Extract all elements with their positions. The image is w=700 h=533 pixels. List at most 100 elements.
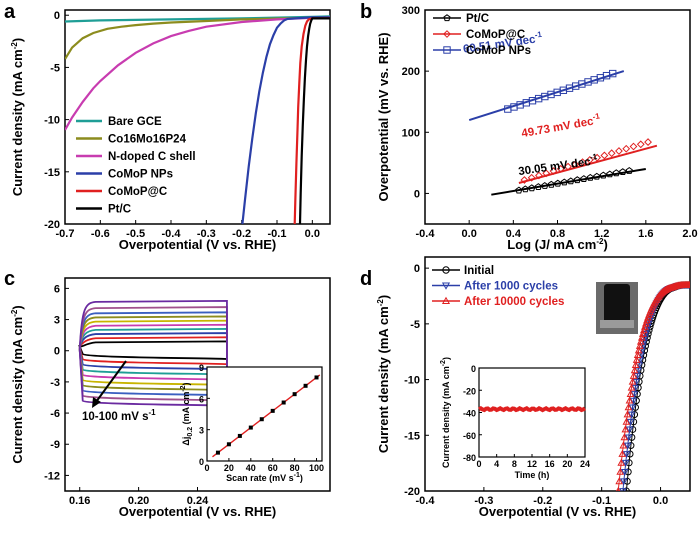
y-tick-label: 6 [54, 283, 60, 295]
inset-x-label: Scan rate (mV s-1) [226, 472, 303, 483]
y-axis-label-end: ) [10, 38, 25, 42]
series-line-1 [65, 16, 330, 60]
lsv-point-1 [627, 411, 636, 419]
y-axis-label-end: ) [376, 295, 391, 299]
tafel-point-1 [607, 149, 616, 158]
lsv-point-2 [617, 458, 626, 466]
x-tick-label: 100 [309, 463, 324, 473]
plot-frame [424, 9, 691, 225]
plot-frame [424, 256, 691, 492]
lsv-point-2 [630, 366, 639, 374]
x-tick-label: 0.16 [69, 495, 90, 507]
tafel-point-0 [567, 177, 575, 185]
y-tick-label: -9 [50, 439, 60, 451]
y-axis-label-end: ) [10, 305, 25, 309]
x-tick-label: -0.4 [416, 495, 436, 507]
inset-x-label: Time (h) [515, 470, 550, 480]
slope-annotation-1: 49.73 mV dec-1 [520, 111, 602, 140]
x-tick-label: 0.0 [462, 228, 477, 240]
lsv-point-1 [622, 451, 631, 459]
legend-entry-2: N-doped C shell [108, 151, 196, 163]
y-tick-label: 0 [414, 263, 420, 275]
y-axis-label: Current density (mA cm-2) [376, 295, 391, 453]
series-line-4 [293, 17, 330, 224]
lsv-point-1 [620, 468, 629, 476]
y-tick-label: 6 [199, 394, 204, 404]
series-line-5 [298, 17, 330, 224]
x-tick-label: 40 [246, 463, 256, 473]
lsv-point-2 [633, 351, 642, 358]
x-tick-label: -0.3 [474, 495, 493, 507]
inset-y-label-end: ) [441, 357, 451, 360]
x-tick-label: 24 [580, 459, 590, 469]
tafel-point-1 [593, 153, 602, 162]
y-tick-label: 9 [199, 363, 204, 373]
y-tick-label: -6 [50, 408, 60, 420]
y-tick-label: -5 [410, 319, 420, 331]
legend-entry-0: Pt/C [466, 13, 489, 25]
x-tick-label: 20 [562, 459, 572, 469]
tafel-point-0 [515, 186, 523, 194]
y-tick-label: 300 [402, 5, 420, 17]
y-tick-label: 0 [54, 10, 60, 22]
x-tick-label: -0.7 [56, 228, 75, 240]
tafel-point-2 [609, 69, 617, 78]
x-tick-label: 0 [204, 463, 209, 473]
inset-point [314, 375, 319, 380]
tafel-point-1 [542, 169, 551, 178]
y-tick-label: 200 [402, 66, 420, 78]
inset-stability-line [478, 406, 587, 413]
lsv-point-2 [620, 433, 629, 441]
inset-y-label-end: ) [181, 382, 191, 385]
y-axis-label-text: Current density (mA cm [376, 306, 391, 453]
y-axis-label-sup: -2 [376, 299, 385, 307]
inset-point [270, 408, 275, 413]
y-tick-label: 100 [402, 127, 420, 139]
lsv-point-1 [625, 426, 634, 434]
tafel-point-1 [556, 164, 565, 173]
y-tick-label: 0 [54, 346, 60, 358]
slope-annotation-sup: -1 [592, 111, 601, 121]
tafel-point-0 [528, 184, 536, 192]
inset-y-label-sub: 0.2 [187, 427, 194, 437]
tafel-point-1 [629, 142, 638, 151]
inset-y-label-sup: -2 [180, 385, 187, 391]
tafel-point-1 [527, 173, 536, 182]
legend-entry-4: CoMoP@C [108, 186, 167, 198]
y-axis-label-sup: -2 [10, 309, 19, 317]
x-tick-label: -0.5 [126, 228, 145, 240]
x-tick-label: 0.24 [187, 495, 209, 507]
tafel-point-0 [612, 169, 620, 177]
lsv-point-2 [621, 425, 630, 433]
chart-panel-a: -0.7 -0.6 -0.5 -0.4 -0.3 -0.2 -0.1 0.0-20-15-10… [10, 9, 331, 252]
scan-rate-annotation-text: 10-100 mV s [82, 411, 149, 423]
tafel-point-0 [554, 179, 562, 187]
lsv-point-2 [686, 280, 690, 288]
inset-y-label-text: Current density (mA cm [441, 366, 451, 468]
x-axis-label: Overpotential (V vs. RHE) [119, 504, 276, 519]
lsv-point-2 [631, 361, 640, 368]
inset-y-label-text: Δj [181, 437, 191, 446]
inset-x-label-end: ) [300, 473, 303, 483]
legend-entry-0: Initial [464, 265, 494, 277]
cv-loop-20 [78, 336, 228, 366]
y-tick-label: -3 [50, 377, 60, 389]
tafel-point-1 [615, 147, 623, 155]
lsv-point-1 [619, 488, 627, 491]
x-tick-label: 0.0 [305, 228, 320, 240]
inset-x-label-text: Scan rate (mV s [226, 473, 294, 483]
lsv-point-1 [623, 442, 632, 450]
tafel-point-0 [619, 168, 627, 175]
cv-loop-10 [78, 340, 228, 360]
legend-marker-0 [443, 14, 451, 22]
x-tick-label: 8 [512, 459, 517, 469]
lsv-point-2 [622, 417, 631, 425]
panel-label-b: b [360, 1, 372, 23]
x-tick-label: -0.1 [592, 495, 611, 507]
y-tick-label: -20 [404, 486, 420, 498]
lsv-point-1 [624, 434, 633, 442]
x-axis-label-sup: -2 [596, 237, 604, 246]
tafel-point-1 [600, 151, 609, 160]
